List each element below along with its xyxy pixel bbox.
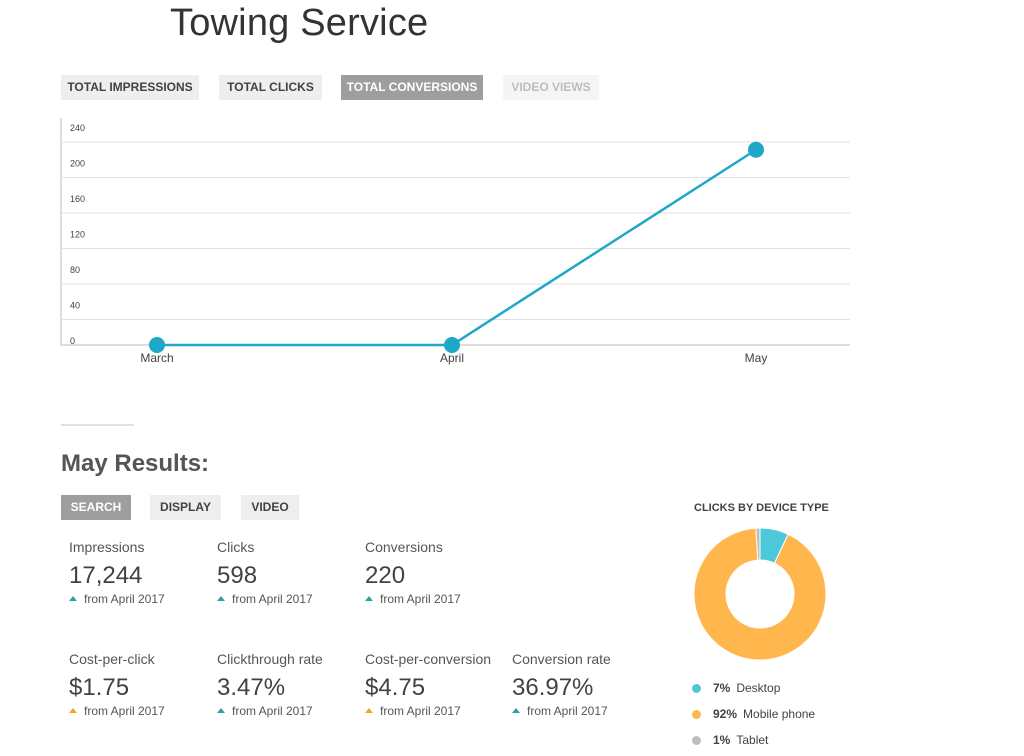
legend-dot-icon: [692, 683, 701, 693]
metric-label: Conversion rate: [512, 651, 611, 667]
metric-change: from April 2017: [84, 704, 165, 718]
y-tick-label: 160: [70, 194, 85, 204]
metric-label: Clickthrough rate: [217, 651, 323, 667]
metric-label: Impressions: [69, 539, 145, 555]
trend-up-icon: [69, 708, 77, 714]
section-divider: [61, 424, 134, 426]
tab-total-impressions[interactable]: TOTAL IMPRESSIONS: [61, 75, 199, 100]
tab-display[interactable]: DISPLAY: [150, 495, 221, 520]
metric-change: from April 2017: [380, 704, 461, 718]
series-line: [157, 148, 757, 347]
y-tick-label: 240: [70, 123, 85, 133]
metric-value: 36.97%: [512, 674, 594, 701]
trend-up-icon: [365, 596, 373, 602]
metric-cost-per-conversion: Cost-per-conversion $4.75 from April 201…: [365, 651, 491, 718]
trend-up-icon: [365, 708, 373, 714]
y-tick-label: 40: [70, 301, 80, 311]
legend-dot-icon: [692, 709, 701, 719]
tab-total-conversions[interactable]: TOTAL CONVERSIONS: [341, 75, 483, 100]
x-tick-label: May: [745, 351, 768, 365]
metric-label: Cost-per-click: [69, 651, 155, 667]
metric-value: 3.47%: [217, 674, 286, 701]
y-tick-label: 120: [70, 230, 85, 240]
tab-total-clicks[interactable]: TOTAL CLICKS: [219, 75, 322, 100]
trend-up-icon: [512, 708, 520, 714]
metric-value: 220: [365, 562, 406, 589]
metric-change: from April 2017: [84, 592, 165, 606]
legend-label: Desktop: [736, 681, 781, 695]
data-point[interactable]: [748, 141, 764, 158]
y-tick-label: 0: [70, 336, 75, 346]
device-donut-chart: [693, 527, 827, 661]
data-point[interactable]: [444, 337, 460, 353]
x-tick-label: April: [440, 351, 464, 365]
metric-cost-per-click: Cost-per-click $1.75 from April 2017: [69, 651, 165, 718]
metric-impressions: Impressions 17,244 from April 2017: [69, 539, 165, 606]
legend-pct: 92%: [713, 707, 738, 721]
y-tick-label: 200: [70, 159, 85, 169]
conversions-line-chart: 240 200 160 120 80 40 0 March April May: [60, 118, 850, 365]
legend-mobile-phone: 92% Mobile phone: [692, 707, 815, 721]
legend-label: Mobile phone: [743, 707, 816, 721]
data-point[interactable]: [149, 337, 165, 353]
legend-pct: 1%: [713, 733, 731, 747]
legend-dot-icon: [692, 735, 701, 745]
metric-value: 598: [217, 562, 258, 589]
metric-conversions: Conversions 220 from April 2017: [365, 539, 461, 606]
metric-change: from April 2017: [380, 592, 461, 606]
page-title: Towing Service: [170, 2, 429, 44]
trend-up-icon: [217, 708, 225, 714]
legend-pct: 7%: [713, 681, 731, 695]
metric-label: Cost-per-conversion: [365, 651, 492, 667]
tab-video-views[interactable]: VIDEO VIEWS: [503, 75, 599, 100]
metric-label: Clicks: [217, 539, 255, 555]
results-title: May Results:: [61, 450, 210, 477]
tab-video[interactable]: VIDEO: [241, 495, 299, 520]
x-tick-label: March: [140, 351, 173, 365]
donut-slice[interactable]: [755, 527, 761, 561]
trend-up-icon: [217, 596, 225, 602]
legend-desktop: 7% Desktop: [692, 681, 780, 695]
y-tick-label: 80: [70, 265, 80, 275]
tab-search[interactable]: SEARCH: [61, 495, 131, 520]
metric-change: from April 2017: [527, 704, 608, 718]
metric-clickthrough-rate: Clickthrough rate 3.47% from April 2017: [217, 651, 323, 718]
metric-change: from April 2017: [232, 704, 313, 718]
metric-label: Conversions: [365, 539, 443, 555]
trend-up-icon: [69, 596, 77, 602]
device-chart-title: CLICKS BY DEVICE TYPE: [694, 502, 829, 514]
legend-tablet: 1% Tablet: [692, 733, 768, 747]
metric-change: from April 2017: [232, 592, 313, 606]
legend-label: Tablet: [736, 733, 769, 747]
metric-value: 17,244: [69, 562, 143, 589]
donut-slice[interactable]: [693, 527, 827, 661]
metric-clicks: Clicks 598 from April 2017: [217, 539, 313, 606]
metric-value: $1.75: [69, 674, 130, 701]
metric-conversion-rate: Conversion rate 36.97% from April 2017: [512, 651, 611, 718]
metric-value: $4.75: [365, 674, 426, 701]
